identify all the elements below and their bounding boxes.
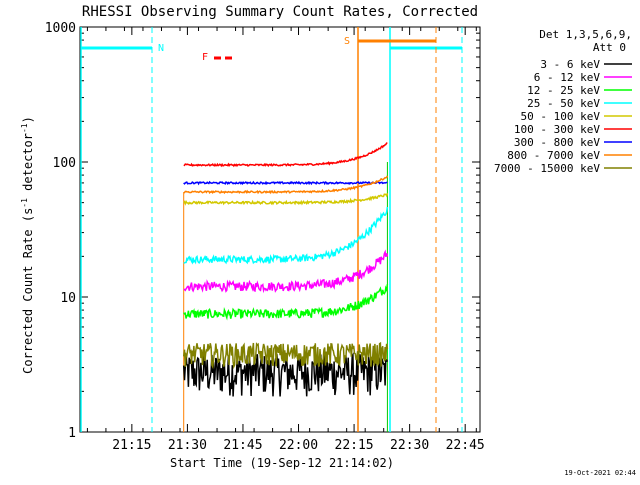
series-line-5 bbox=[183, 142, 388, 168]
legend-label-2: 12 - 25 keV bbox=[527, 84, 600, 97]
legend-header-line-1: Det 1,3,5,6,9, bbox=[539, 28, 632, 41]
x-tick-label: 22:30 bbox=[390, 438, 429, 453]
y-axis-label-sup2: -1 bbox=[20, 123, 29, 133]
legend-label-8: 7000 - 15000 keV bbox=[494, 162, 600, 175]
series-line-1 bbox=[183, 249, 389, 294]
y-tick-label: 10 bbox=[60, 291, 76, 306]
series-line-7 bbox=[183, 175, 389, 195]
y-axis-label-main: Corrected Count Rate (s bbox=[21, 208, 35, 374]
legend-label-3: 25 - 50 keV bbox=[527, 97, 600, 110]
plot-frame bbox=[79, 26, 481, 433]
x-tick-label: 22:00 bbox=[279, 438, 318, 453]
y-tick-label: 1 bbox=[68, 426, 76, 441]
y-axis-label-sup1: -1 bbox=[20, 198, 29, 208]
legend-label-6: 300 - 800 keV bbox=[514, 136, 600, 149]
x-tick-label: 21:45 bbox=[223, 438, 262, 453]
y-tick-label: 100 bbox=[53, 156, 76, 171]
legend-label-7: 800 - 7000 keV bbox=[507, 149, 600, 162]
series-line-2 bbox=[183, 284, 389, 321]
x-tick-label: 21:15 bbox=[112, 438, 151, 453]
saa-marker-label: S bbox=[344, 36, 350, 47]
legend-header-line-2: Att 0 bbox=[593, 41, 626, 54]
x-tick-label: 22:15 bbox=[335, 438, 374, 453]
legend-label-5: 100 - 300 keV bbox=[514, 123, 600, 136]
footer-timestamp: 19-Oct-2021 02:44 bbox=[564, 469, 636, 477]
legend-label-4: 50 - 100 keV bbox=[521, 110, 601, 123]
y-axis-label-end: ) bbox=[21, 116, 35, 123]
series-line-6 bbox=[183, 180, 388, 186]
series-line-4 bbox=[183, 193, 389, 206]
x-tick-label: 22:45 bbox=[446, 438, 485, 453]
chart-title: RHESSI Observing Summary Count Rates, Co… bbox=[82, 4, 478, 20]
series-line-3 bbox=[183, 206, 389, 265]
flare-marker-label: F bbox=[202, 52, 208, 63]
night-marker-label: N bbox=[158, 43, 164, 54]
series-line-8 bbox=[182, 341, 389, 370]
x-axis-label: Start Time (19-Sep-12 21:14:02) bbox=[170, 456, 394, 470]
series-line-0 bbox=[182, 352, 389, 397]
legend-label-0: 3 - 6 keV bbox=[540, 58, 600, 71]
plot-area: 1 10 100 1000 21:15 21:30 21:45 22:00 22:15 22:30… bbox=[45, 21, 485, 453]
y-axis-label: Corrected Count Rate (s-1 detector-1) bbox=[20, 116, 35, 374]
x-tick-label: 21:30 bbox=[168, 438, 207, 453]
legend-label-1: 6 - 12 keV bbox=[534, 71, 601, 84]
y-tick-label: 1000 bbox=[45, 21, 76, 36]
y-axis-label-mid: detector bbox=[21, 133, 35, 198]
